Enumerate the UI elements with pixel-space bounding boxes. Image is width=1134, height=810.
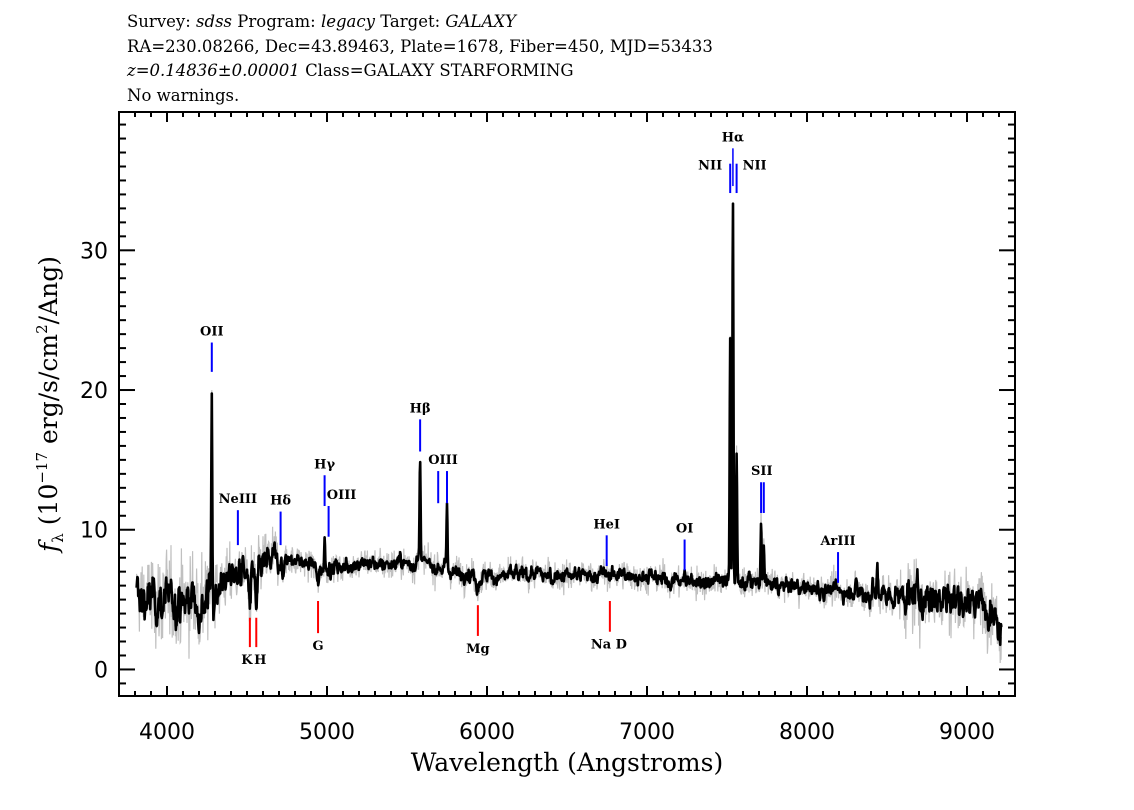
program-value: legacy [320,12,375,31]
line-marker-label: Hγ [314,457,335,472]
line-marker-label: NeIII [219,492,257,507]
y-axis-title-subscript: λ [49,533,67,543]
target-value: GALAXY [445,12,517,31]
x-axis-title: Wavelength (Angstroms) [411,748,723,777]
x-tick-label: 9000 [939,720,995,745]
x-tick-label: 7000 [619,720,675,745]
y-axis-title: fλ (10−17 erg/s/cm2/Ang) [33,256,67,554]
y-axis-title-exponent: −17 [33,452,51,484]
line-marker-label: K [241,653,253,668]
line-marker-label: Hδ [270,494,291,509]
line-marker-label: OI [676,522,693,537]
line-marker-label: SII [751,464,773,479]
program-label: Program: [237,12,316,31]
y-axis-title-prefix: (10 [34,484,63,526]
spectrum-layer [135,202,1003,664]
x-tick-label: 4000 [139,720,195,745]
header-line-coordinates: RA=230.08266, Dec=43.89463, Plate=1678, … [127,36,713,56]
line-marker-label: HeI [593,517,620,532]
line-marker-label: H [254,653,266,668]
y-tick-label: 20 [80,379,108,404]
spectrum-header: Survey: sdss Program: legacy Target: GAL… [127,10,713,108]
axes-layer: 4000 5000 6000 7000 8000 9000 0 10 20 30 [80,112,1016,745]
x-tick-label: 6000 [459,720,515,745]
line-marker-label: NII [743,159,767,174]
header-line-warnings: No warnings. [127,85,240,105]
x-tick-label: 8000 [779,720,835,745]
survey-value: sdss [196,12,233,31]
line-marker-label: Hβ [410,401,431,416]
class-value: Class=GALAXY STARFORMING [305,61,574,80]
header-line-survey: Survey: sdss Program: legacy Target: GAL… [127,10,713,35]
y-axis-title-units: erg/s/cm [34,334,63,452]
target-label: Target: [380,12,441,31]
y-axis-title-symbol: f [34,539,63,554]
line-marker-label: Hα [722,130,744,145]
line-marker-label: G [312,639,323,654]
header-line-redshift: z=0.14836±0.00001 Class=GALAXY STARFORMI… [127,59,713,84]
survey-label: Survey: [127,12,191,31]
redshift-value: z=0.14836±0.00001 [127,61,300,80]
y-tick-label: 30 [80,239,108,264]
y-axis-title-suffix: /Ang) [34,256,63,324]
x-tick-label: 5000 [299,720,355,745]
line-marker-label: Na D [591,638,627,653]
line-marker-label: OIII [428,453,458,468]
line-marker-label: NII [698,159,722,174]
line-marker-label: OII [200,325,224,340]
y-tick-label: 10 [80,519,108,544]
line-marker-label: OIII [327,488,357,503]
y-axis-title-exponent-2: 2 [33,324,51,334]
flux-trace [135,202,1003,647]
y-tick-label: 0 [94,658,108,683]
line-marker-label: Mg [466,642,489,657]
line-marker-label: ArIII [819,534,855,549]
